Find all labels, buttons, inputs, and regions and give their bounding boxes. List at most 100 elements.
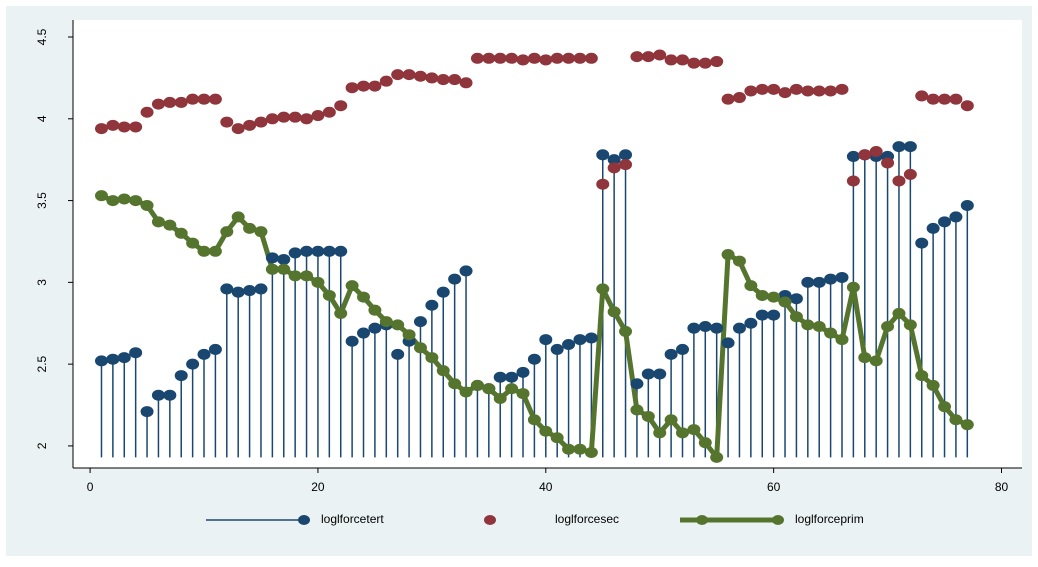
marker: [744, 280, 758, 292]
marker: [664, 348, 678, 360]
marker: [926, 93, 940, 105]
marker: [436, 365, 450, 377]
marker: [231, 286, 245, 298]
marker: [151, 389, 165, 401]
marker: [744, 85, 758, 97]
marker: [573, 52, 587, 64]
marker: [755, 289, 769, 301]
marker: [117, 121, 131, 133]
marker: [801, 276, 815, 288]
marker: [812, 321, 826, 333]
marker: [334, 245, 348, 257]
marker: [949, 93, 963, 105]
marker: [288, 270, 302, 282]
marker: [505, 383, 519, 395]
marker: [824, 327, 838, 339]
marker: [539, 54, 553, 66]
marker: [197, 93, 211, 105]
marker: [151, 98, 165, 110]
marker: [505, 52, 519, 64]
marker: [892, 175, 906, 187]
plot-area: [73, 20, 1022, 468]
marker: [379, 316, 393, 328]
marker: [881, 321, 895, 333]
marker: [869, 146, 883, 158]
marker: [357, 80, 371, 92]
marker: [163, 96, 177, 108]
marker: [322, 245, 336, 257]
marker: [767, 83, 781, 95]
marker: [938, 216, 952, 228]
marker: [117, 193, 131, 205]
marker: [596, 149, 610, 161]
marker: [801, 85, 815, 97]
marker: [687, 57, 701, 69]
marker: [527, 353, 541, 365]
marker: [858, 352, 872, 364]
marker: [584, 52, 598, 64]
marker: [721, 337, 735, 349]
marker: [243, 119, 257, 131]
marker: [789, 83, 803, 95]
marker: [732, 255, 746, 267]
marker: [824, 273, 838, 285]
marker: [300, 245, 314, 257]
marker: [505, 371, 519, 383]
marker: [345, 280, 359, 292]
marker: [698, 321, 712, 333]
marker: [186, 237, 200, 249]
marker: [687, 322, 701, 334]
marker: [812, 85, 826, 97]
marker: [425, 72, 439, 84]
marker: [846, 281, 860, 293]
marker: [698, 57, 712, 69]
marker: [94, 355, 108, 367]
marker: [960, 199, 974, 211]
marker: [903, 141, 917, 153]
marker: [562, 443, 576, 455]
marker: [311, 245, 325, 257]
marker: [676, 343, 690, 355]
marker: [676, 54, 690, 66]
marker: [938, 93, 952, 105]
marker: [459, 386, 473, 398]
marker: [607, 162, 621, 174]
legend-label: loglforcetert: [321, 512, 384, 526]
marker: [596, 283, 610, 295]
marker: [322, 106, 336, 118]
y-tick-label: 4: [35, 115, 49, 122]
marker: [106, 119, 120, 131]
marker: [208, 343, 222, 355]
marker: [732, 92, 746, 104]
marker: [619, 159, 633, 171]
marker: [550, 343, 564, 355]
marker: [379, 75, 393, 87]
marker: [664, 414, 678, 426]
marker: [892, 307, 906, 319]
marker: [436, 286, 450, 298]
marker: [516, 388, 530, 400]
marker: [220, 226, 234, 238]
marker: [220, 283, 234, 295]
marker: [732, 322, 746, 334]
marker: [778, 296, 792, 308]
marker: [789, 311, 803, 323]
marker: [106, 195, 120, 207]
marker: [129, 347, 143, 359]
marker: [482, 52, 496, 64]
marker: [448, 378, 462, 390]
marker: [676, 427, 690, 439]
marker: [584, 446, 598, 458]
marker: [641, 410, 655, 422]
marker: [106, 353, 120, 365]
marker: [550, 52, 564, 64]
marker: [265, 263, 279, 275]
marker: [402, 329, 416, 341]
marker: [653, 368, 667, 380]
marker: [539, 334, 553, 346]
legend-label: loglforcesec: [555, 512, 619, 526]
marker: [459, 265, 473, 277]
marker: [254, 226, 268, 238]
marker: [573, 334, 587, 346]
